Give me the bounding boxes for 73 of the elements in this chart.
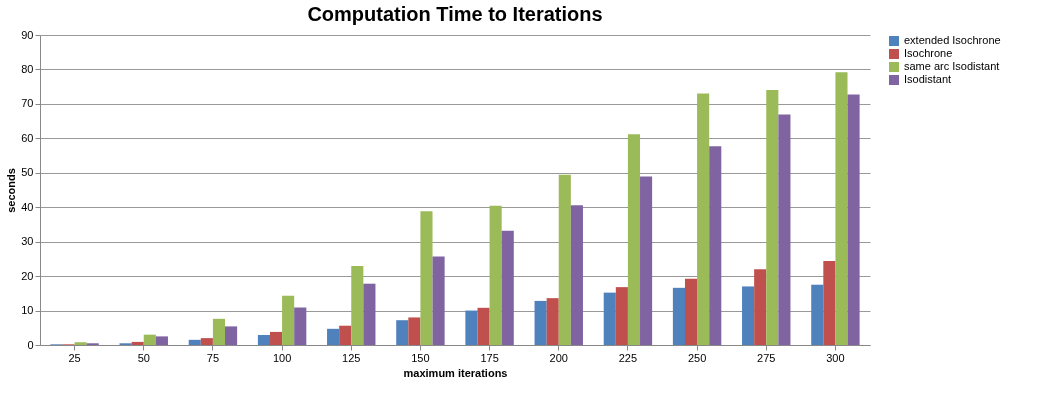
bar — [339, 325, 352, 345]
y-tick-label: 40 — [21, 200, 34, 213]
bar — [534, 300, 547, 345]
bar — [742, 286, 755, 345]
bar — [684, 278, 698, 345]
x-tick-label: 225 — [618, 351, 638, 364]
bar — [811, 284, 824, 345]
x-tick-label: 25 — [68, 351, 81, 364]
bar — [363, 283, 376, 345]
bar — [465, 310, 478, 345]
y-tick-label: 80 — [21, 62, 34, 75]
bar — [257, 335, 270, 345]
bar — [766, 90, 779, 345]
bar — [546, 298, 559, 345]
y-tick-label: 20 — [21, 269, 34, 282]
x-tick-label: 175 — [480, 351, 499, 364]
bar — [396, 320, 409, 345]
bar — [627, 134, 641, 345]
bar — [155, 336, 168, 345]
bar — [327, 328, 340, 345]
bar — [558, 174, 571, 345]
bar — [282, 295, 295, 345]
bar — [143, 334, 156, 345]
bar — [603, 292, 616, 345]
y-tick-label: 0 — [27, 338, 34, 351]
bar — [294, 307, 307, 345]
bar — [477, 307, 490, 345]
bar — [408, 317, 421, 345]
bar — [188, 339, 201, 345]
bar — [74, 342, 87, 345]
bar — [823, 260, 836, 345]
bar — [225, 326, 238, 345]
y-tick-label: 90 — [21, 28, 34, 41]
bar — [615, 287, 628, 345]
x-tick-label: 275 — [757, 351, 776, 364]
x-tick-label: 50 — [137, 351, 150, 364]
x-tick-label: 100 — [272, 351, 292, 364]
y-tick-label: 30 — [21, 235, 34, 248]
x-axis-title: maximum iterations — [403, 366, 508, 379]
bar — [754, 269, 767, 345]
y-tick-label: 60 — [21, 131, 34, 144]
legend-label: extended Isochrone — [904, 34, 1001, 46]
y-tick-label: 10 — [21, 304, 34, 317]
bar — [420, 211, 433, 345]
x-tick-label: 250 — [687, 351, 707, 364]
bar — [212, 318, 226, 345]
bar — [709, 146, 722, 345]
y-tick-label: 70 — [21, 97, 34, 110]
bar — [269, 331, 283, 345]
bar — [432, 256, 445, 345]
x-tick-label: 125 — [342, 351, 361, 364]
x-tick-label: 200 — [549, 351, 568, 364]
bar — [570, 205, 583, 345]
y-axis-title: seconds — [5, 168, 18, 213]
bar — [501, 230, 514, 345]
bar — [835, 72, 848, 345]
bar — [200, 338, 213, 345]
bar — [697, 93, 710, 345]
legend-label: Isodistant — [904, 73, 952, 85]
bar — [640, 176, 653, 345]
bar — [778, 114, 791, 345]
y-tick-label: 50 — [21, 166, 34, 179]
bar — [351, 266, 364, 345]
x-tick-label: 75 — [206, 351, 220, 364]
x-tick-label: 300 — [826, 351, 845, 364]
bar — [847, 94, 860, 345]
bar — [131, 341, 144, 345]
legend-label: same arc Isodistant — [904, 60, 1000, 72]
x-tick-label: 150 — [411, 351, 430, 364]
bar — [672, 287, 685, 345]
chart-title: Computation Time to Iterations — [307, 3, 603, 25]
legend-label: Isochrone — [904, 47, 953, 59]
bar — [489, 205, 502, 345]
